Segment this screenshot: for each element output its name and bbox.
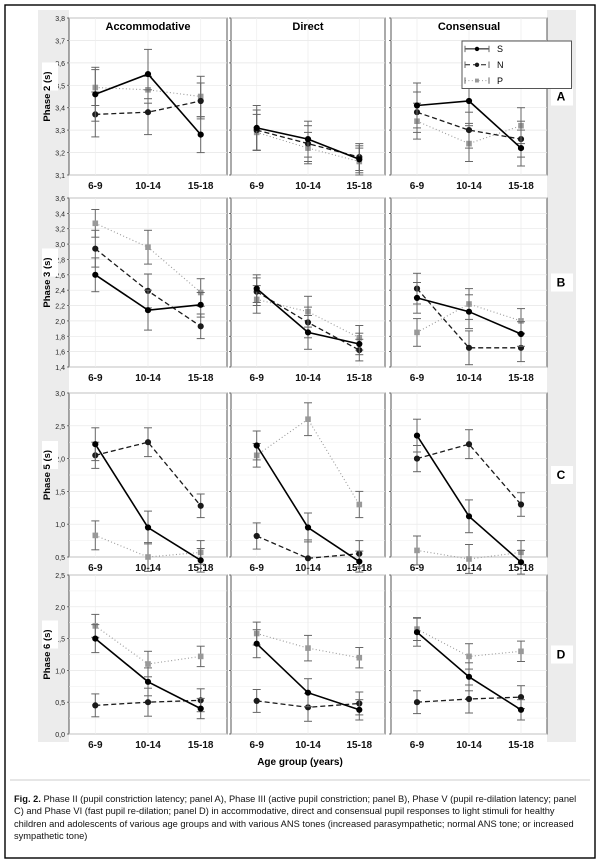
svg-text:10-14: 10-14 <box>135 373 161 384</box>
svg-text:N: N <box>497 60 504 70</box>
svg-text:3,8: 3,8 <box>55 16 65 23</box>
svg-text:A: A <box>557 90 566 104</box>
svg-text:15-18: 15-18 <box>188 740 214 751</box>
svg-text:10-14: 10-14 <box>456 373 482 384</box>
svg-text:Phase 2 (s): Phase 2 (s) <box>42 71 53 121</box>
svg-text:3,4: 3,4 <box>55 211 65 218</box>
svg-text:2,0: 2,0 <box>55 605 65 612</box>
svg-text:Phase 6 (s): Phase 6 (s) <box>42 629 53 679</box>
svg-text:Accommodative: Accommodative <box>106 21 191 33</box>
svg-text:1,4: 1,4 <box>55 365 65 372</box>
svg-text:6-9: 6-9 <box>249 740 264 751</box>
svg-text:15-18: 15-18 <box>347 181 373 192</box>
svg-text:S: S <box>497 44 503 54</box>
svg-text:15-18: 15-18 <box>508 373 534 384</box>
svg-text:P: P <box>497 76 503 86</box>
svg-text:6-9: 6-9 <box>88 373 103 384</box>
svg-text:Phase 3 (s): Phase 3 (s) <box>42 257 53 307</box>
svg-text:10-14: 10-14 <box>295 740 321 751</box>
svg-text:10-14: 10-14 <box>456 181 482 192</box>
svg-text:6-9: 6-9 <box>249 181 264 192</box>
svg-text:10-14: 10-14 <box>295 373 321 384</box>
svg-text:3,0: 3,0 <box>55 242 65 249</box>
svg-text:Direct: Direct <box>292 21 324 33</box>
svg-text:2,0: 2,0 <box>55 319 65 326</box>
svg-text:1,6: 1,6 <box>55 350 65 357</box>
svg-text:Age group (years): Age group (years) <box>257 757 343 768</box>
svg-text:6-9: 6-9 <box>410 373 425 384</box>
svg-text:3,0: 3,0 <box>55 391 65 398</box>
svg-text:6-9: 6-9 <box>88 740 103 751</box>
svg-text:15-18: 15-18 <box>188 181 214 192</box>
svg-text:3,2: 3,2 <box>55 151 65 158</box>
svg-text:3,2: 3,2 <box>55 227 65 234</box>
svg-text:0,5: 0,5 <box>55 700 65 707</box>
svg-text:10-14: 10-14 <box>295 181 321 192</box>
svg-text:10-14: 10-14 <box>456 740 482 751</box>
svg-text:15-18: 15-18 <box>508 181 534 192</box>
svg-text:2,2: 2,2 <box>55 304 65 311</box>
svg-text:10-14: 10-14 <box>135 740 161 751</box>
svg-text:2,4: 2,4 <box>55 288 65 295</box>
svg-text:6-9: 6-9 <box>88 563 103 574</box>
svg-text:6-9: 6-9 <box>249 373 264 384</box>
svg-text:15-18: 15-18 <box>347 740 373 751</box>
svg-text:2,5: 2,5 <box>55 573 65 580</box>
svg-text:15-18: 15-18 <box>508 740 534 751</box>
svg-text:0,5: 0,5 <box>55 555 65 562</box>
svg-text:3,4: 3,4 <box>55 106 65 113</box>
svg-text:1,8: 1,8 <box>55 334 65 341</box>
svg-text:15-18: 15-18 <box>347 373 373 384</box>
svg-text:B: B <box>557 276 566 290</box>
svg-text:15-18: 15-18 <box>188 373 214 384</box>
svg-text:3,1: 3,1 <box>55 173 65 180</box>
svg-text:6-9: 6-9 <box>249 563 264 574</box>
svg-text:C: C <box>557 468 566 482</box>
svg-text:Consensual: Consensual <box>438 21 500 33</box>
svg-text:3,7: 3,7 <box>55 38 65 45</box>
svg-text:6-9: 6-9 <box>88 181 103 192</box>
svg-text:6-9: 6-9 <box>410 740 425 751</box>
svg-text:2,5: 2,5 <box>55 424 65 431</box>
svg-text:D: D <box>557 648 566 662</box>
svg-text:0,0: 0,0 <box>55 732 65 739</box>
svg-text:1,0: 1,0 <box>55 668 65 675</box>
svg-text:3,3: 3,3 <box>55 128 65 135</box>
svg-text:10-14: 10-14 <box>135 181 161 192</box>
svg-text:1,0: 1,0 <box>55 522 65 529</box>
svg-text:3,6: 3,6 <box>55 196 65 203</box>
svg-text:6-9: 6-9 <box>410 181 425 192</box>
svg-text:1,5: 1,5 <box>55 489 65 496</box>
svg-text:Phase 5 (s): Phase 5 (s) <box>42 450 53 500</box>
